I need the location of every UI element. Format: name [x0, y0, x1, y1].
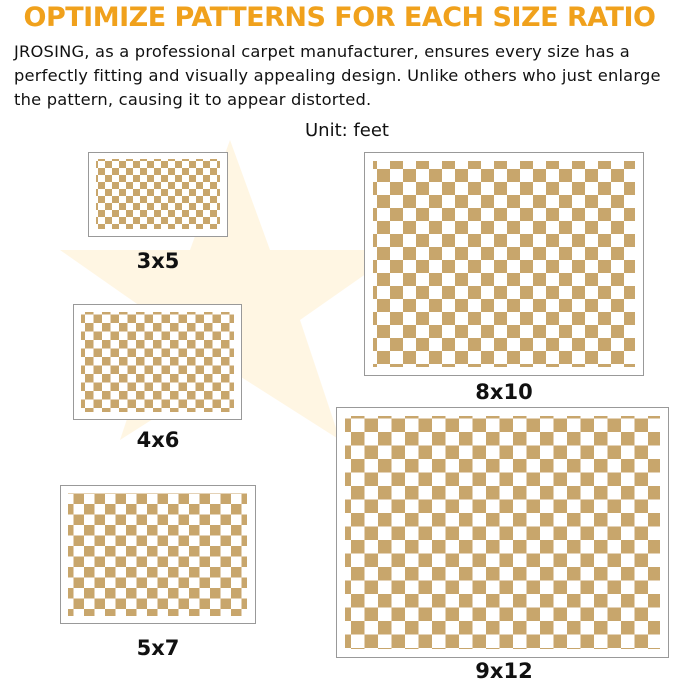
rug-label: 8x10: [475, 380, 532, 404]
rug-pattern: [81, 312, 234, 412]
rug-label: 5x7: [137, 636, 180, 660]
rug: 8x10: [364, 152, 644, 404]
rug: 3x5: [88, 152, 228, 273]
rug: 9x12: [336, 407, 669, 683]
rug-label: 4x6: [137, 428, 180, 452]
title: OPTIMIZE PATTERNS FOR EACH SIZE RATIO: [23, 2, 656, 33]
rug-pattern: [345, 416, 660, 649]
rug-pattern: [373, 161, 635, 367]
description: JROSING, as a professional carpet manufa…: [14, 42, 661, 109]
rug-pattern: [68, 493, 247, 616]
rug-label: 9x12: [475, 659, 532, 683]
unit-label: Unit: feet: [305, 120, 389, 141]
rug: 5x7: [60, 485, 256, 660]
rug-pattern: [96, 159, 220, 229]
rug: 4x6: [73, 304, 242, 452]
rug-label: 3x5: [137, 249, 180, 273]
